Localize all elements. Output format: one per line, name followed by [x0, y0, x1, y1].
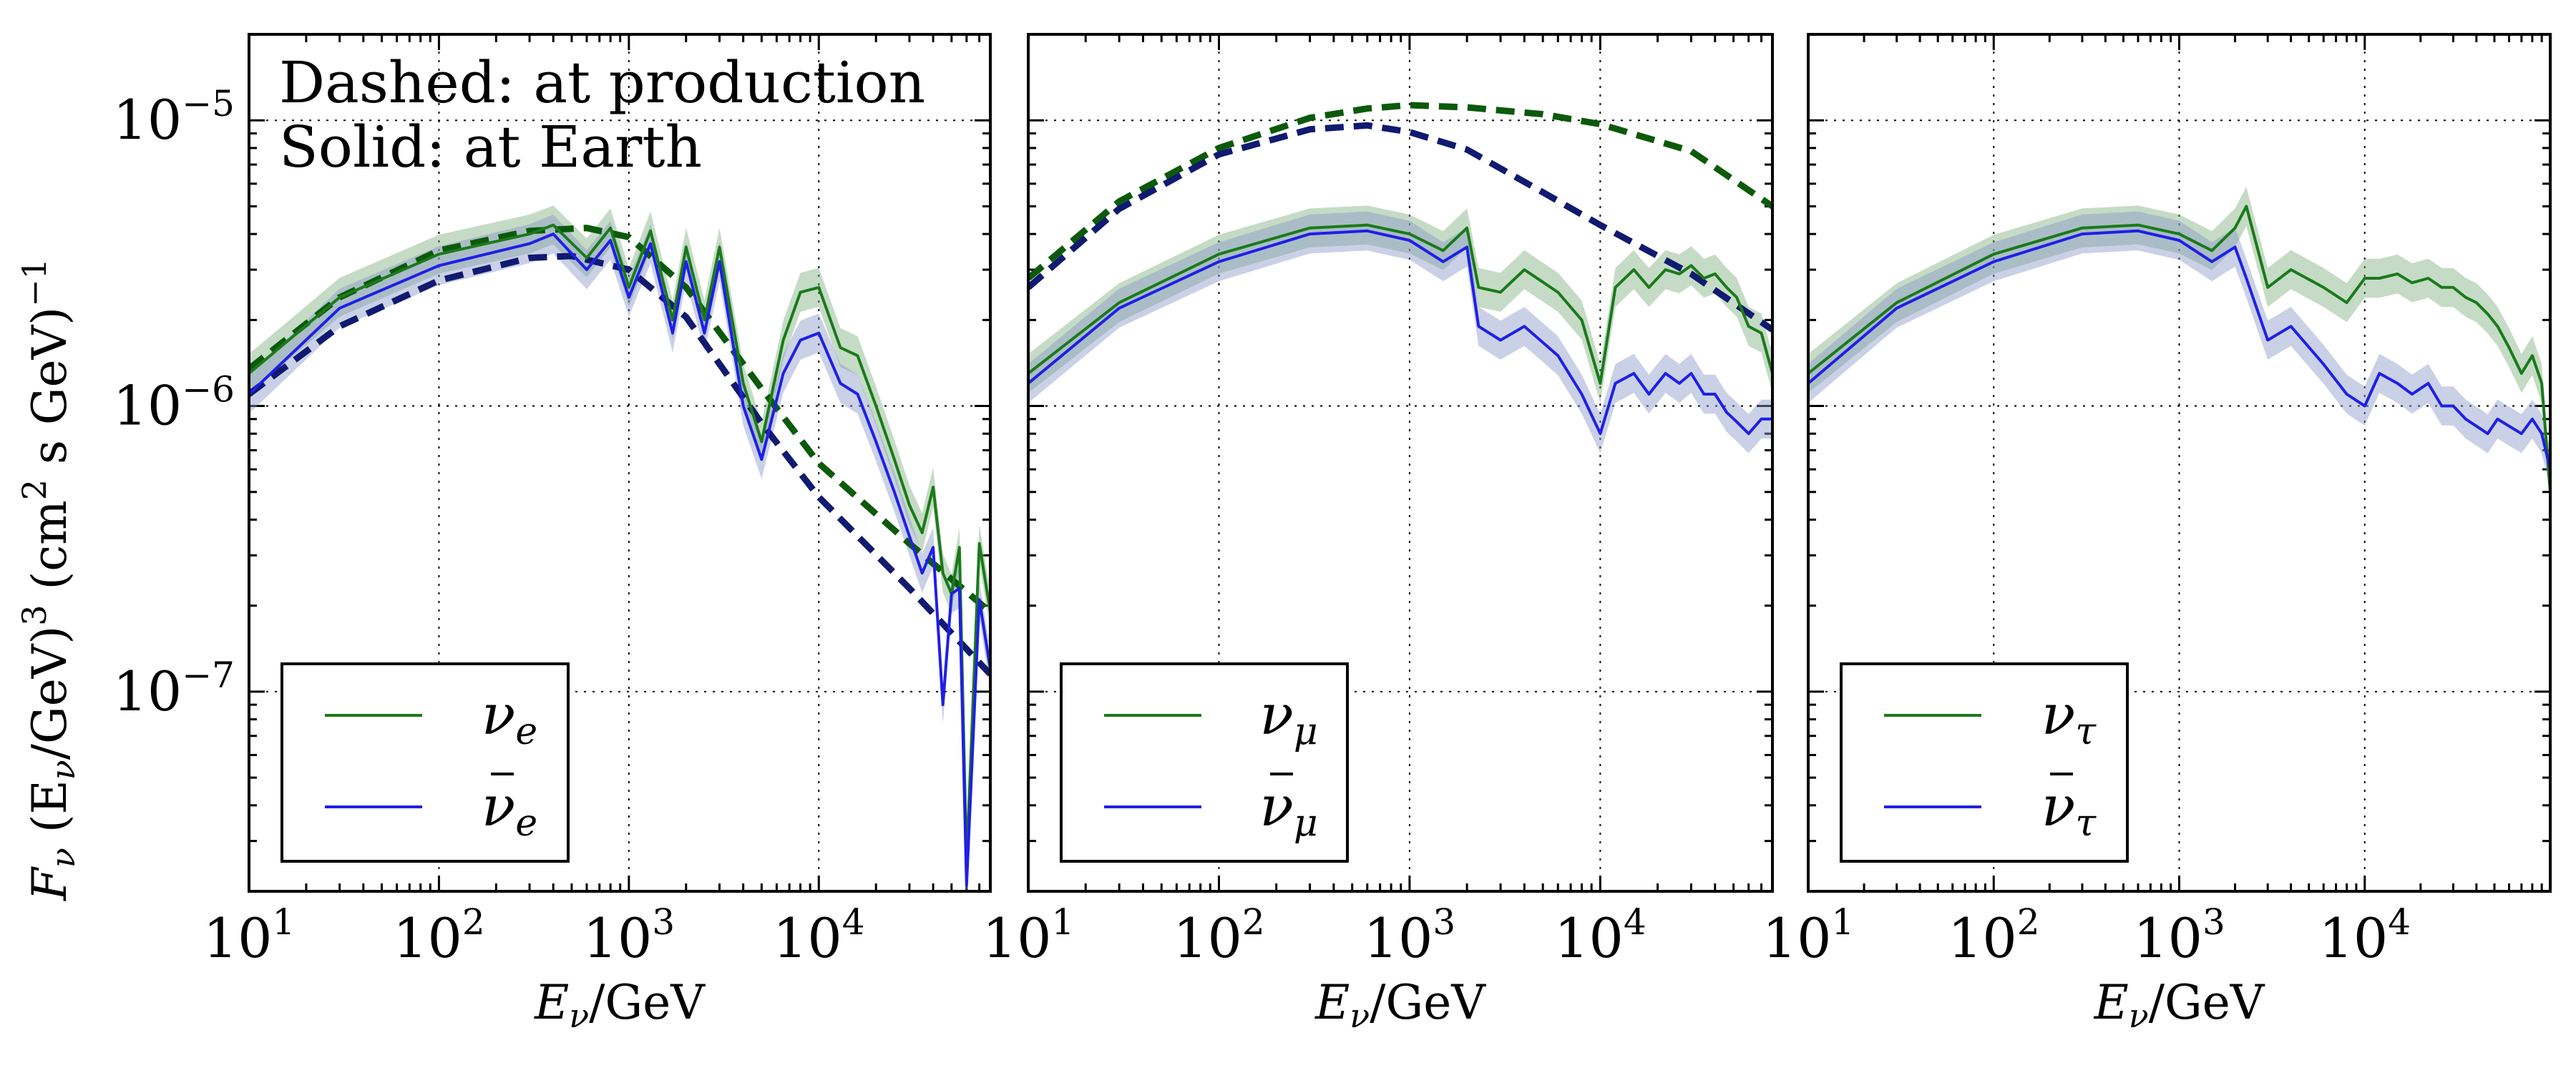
series-line [249, 223, 990, 866]
legend-label: νμ [1259, 775, 1317, 845]
axes-frame [248, 33, 992, 893]
axes-frame [1027, 33, 1774, 893]
x-tick-label: 102 [1948, 901, 2040, 970]
x-tick-label: 101 [203, 901, 296, 970]
panel-muon: 101 102 103 104 Eν/GeV νμ νμ [982, 33, 1774, 1035]
plot-area [249, 205, 990, 891]
x-tick-label: 103 [583, 901, 675, 970]
series-line-dashed [249, 225, 990, 615]
series-line-dashed [249, 253, 990, 677]
uncertainty-band [1028, 211, 1772, 454]
legend: νμ νμ [1060, 662, 1349, 863]
legend-label: ντ [2041, 683, 2097, 753]
x-axis-label: Eν/GeV [534, 975, 706, 1035]
x-tick-label: 104 [1554, 901, 1646, 970]
plot-area [1808, 187, 2550, 511]
x-tick-label: 102 [393, 901, 485, 970]
legend-box [1060, 662, 1349, 863]
legend-label: νe [482, 683, 537, 753]
x-tick-label: 104 [773, 901, 865, 970]
series-line [249, 232, 990, 887]
legend-label: ντ [2041, 775, 2097, 845]
x-axis-label: Eν/GeV [1314, 975, 1486, 1035]
y-axis-label: Fν (Eν/GeV)3 (cm2 s GeV)−1 [15, 258, 82, 901]
y-tick-label: 10−6 [113, 369, 235, 438]
legend: νe νe [280, 662, 570, 863]
annotation-dashed: Dashed: at production [279, 49, 925, 116]
x-tick-label: 104 [2318, 901, 2411, 970]
uncertainty-band [1808, 187, 2550, 511]
y-axis-label-text: Fν (Eν/GeV)3 (cm2 s GeV)−1 [15, 258, 82, 901]
series-line-dashed [1028, 122, 1772, 333]
y-tick-label: 10−5 [113, 83, 235, 152]
annotation-solid: Solid: at Earth [279, 114, 702, 180]
series-line [1028, 223, 1772, 385]
uncertainty-band [1808, 211, 2550, 489]
x-tick-label: 102 [1173, 901, 1265, 970]
series-line [1808, 229, 2550, 470]
legend-box [1840, 662, 2129, 863]
axes-frame [1807, 33, 2552, 893]
x-tick-label: 103 [1364, 901, 1456, 970]
y-tick-label: 10−7 [113, 655, 235, 723]
x-tick-label: 101 [982, 901, 1075, 970]
panel-electron: 101 102 103 104 10−5 10−6 10−7 Eν/GeV νe νe Dashed… [113, 33, 992, 1035]
series-line [1808, 205, 2550, 492]
legend: ντ ντ [1840, 662, 2129, 863]
panel-tau: 101 102 103 104 Eν/GeV ντ ντ [1762, 33, 2552, 1035]
plot-area [1028, 102, 1772, 454]
x-tick-label: 101 [1762, 901, 1855, 970]
x-axis-label: Eν/GeV [2094, 975, 2265, 1035]
x-tick-label: 103 [2133, 901, 2225, 970]
legend-label: νe [482, 775, 537, 845]
legend-box [280, 662, 570, 863]
series-line [1028, 229, 1772, 436]
legend-label: νμ [1259, 683, 1317, 753]
